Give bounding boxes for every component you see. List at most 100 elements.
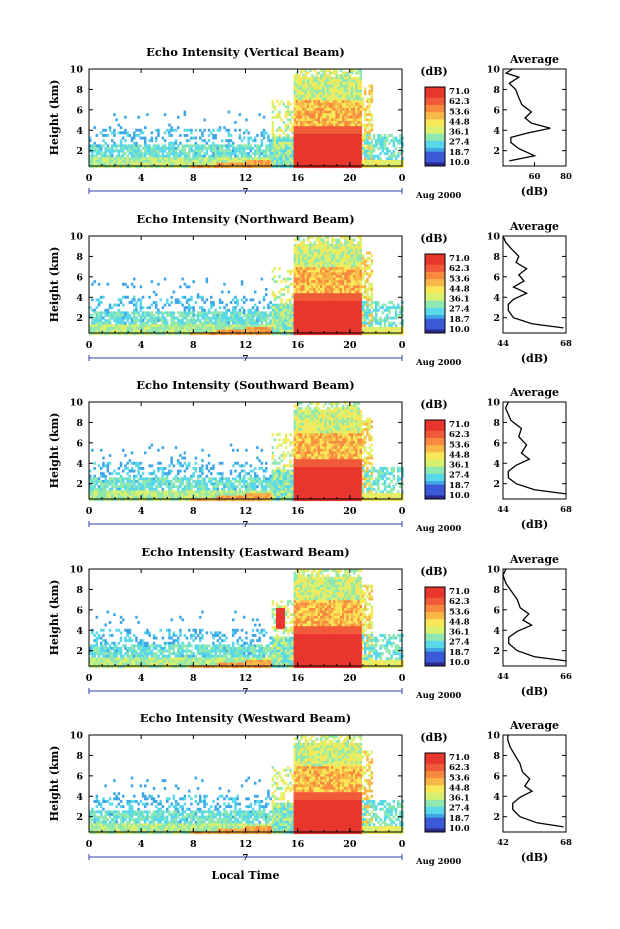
average-y-tick: 6 bbox=[493, 272, 500, 283]
x-tick-label: 8 bbox=[190, 673, 197, 684]
echo-field bbox=[89, 236, 404, 336]
x-tick-label: 0 bbox=[86, 506, 93, 517]
y-tick-label: 4 bbox=[76, 626, 83, 637]
average-profile-line bbox=[504, 401, 567, 495]
colorbar-level: 71.0 bbox=[449, 587, 470, 597]
panel-title: Echo Intensity (Northward Beam) bbox=[136, 212, 354, 226]
day-label: 7 bbox=[243, 687, 249, 697]
average-profile-line bbox=[502, 568, 567, 662]
echo-field bbox=[89, 69, 404, 169]
y-tick-label: 8 bbox=[76, 252, 83, 263]
colorbar-title: (dB) bbox=[420, 731, 447, 744]
x-tick-label: 0 bbox=[399, 839, 406, 850]
panel-4: Echo Intensity (Eastward Beam) 0 4 8 12 16 20 0… bbox=[48, 545, 572, 701]
x-tick-label: 16 bbox=[291, 839, 305, 850]
average-title: Average bbox=[509, 53, 559, 66]
echo-field bbox=[89, 735, 404, 835]
panel-title: Echo Intensity (Eastward Beam) bbox=[141, 545, 349, 559]
x-tick-label: 0 bbox=[399, 506, 406, 517]
average-y-tick: 10 bbox=[487, 731, 501, 742]
average-y-tick: 2 bbox=[493, 146, 500, 157]
x-tick-label: 12 bbox=[239, 506, 252, 517]
x-tick-label: 8 bbox=[190, 173, 197, 184]
x-tick-label: 12 bbox=[239, 673, 252, 684]
x-tick-label: 20 bbox=[343, 173, 357, 184]
x-axis-label: Local Time bbox=[212, 869, 280, 882]
colorbar-level: 53.6 bbox=[449, 607, 470, 617]
panel-title: Echo Intensity (Westward Beam) bbox=[140, 711, 351, 725]
colorbar-level: 62.3 bbox=[449, 97, 470, 107]
x-tick-label: 0 bbox=[399, 173, 406, 184]
date-label: Aug 2000 bbox=[415, 191, 461, 201]
y-tick-label: 2 bbox=[76, 812, 83, 823]
x-tick-label: 0 bbox=[86, 340, 93, 351]
colorbar-level: 62.3 bbox=[449, 430, 470, 440]
average-y-tick: 10 bbox=[487, 565, 501, 576]
colorbar bbox=[424, 586, 446, 667]
date-label: Aug 2000 bbox=[415, 691, 461, 701]
y-tick-label: 6 bbox=[76, 605, 83, 616]
average-x-tick: 60 bbox=[529, 172, 541, 182]
colorbar-level: 27.4 bbox=[449, 471, 470, 481]
y-tick-label: 8 bbox=[76, 585, 83, 596]
colorbar-title: (dB) bbox=[420, 398, 447, 411]
average-frame bbox=[502, 401, 567, 500]
x-tick-label: 12 bbox=[239, 839, 252, 850]
x-tick-label: 4 bbox=[138, 673, 145, 684]
x-tick-label: 4 bbox=[138, 340, 145, 351]
average-x-tick: 66 bbox=[560, 672, 572, 682]
colorbar-level: 18.7 bbox=[449, 814, 470, 824]
average-xlabel: (dB) bbox=[521, 685, 548, 698]
y-tick-label: 2 bbox=[76, 646, 83, 657]
colorbar-level: 44.8 bbox=[449, 117, 470, 127]
colorbar-level: 27.4 bbox=[449, 804, 470, 814]
colorbar bbox=[424, 752, 446, 833]
y-tick-label: 10 bbox=[70, 731, 84, 742]
x-tick-label: 0 bbox=[86, 839, 93, 850]
average-y-tick: 2 bbox=[493, 313, 500, 324]
panel-1: Echo Intensity (Vertical Beam) 0 4 8 12 16 20 0… bbox=[48, 45, 572, 201]
average-x-tick: 44 bbox=[497, 339, 509, 349]
average-y-tick: 8 bbox=[493, 418, 500, 429]
average-x-tick: 68 bbox=[560, 505, 572, 515]
y-axis-label: Height (km) bbox=[48, 746, 61, 822]
colorbar-level: 36.1 bbox=[449, 794, 470, 804]
x-tick-label: 8 bbox=[190, 506, 197, 517]
average-profile-line bbox=[507, 735, 564, 828]
x-tick-label: 4 bbox=[138, 173, 145, 184]
date-label: Aug 2000 bbox=[415, 358, 461, 368]
echo-field bbox=[89, 569, 404, 669]
average-x-tick: 80 bbox=[560, 172, 572, 182]
x-tick-label: 20 bbox=[343, 506, 357, 517]
y-axis-label: Height (km) bbox=[48, 413, 61, 489]
colorbar-level: 10.0 bbox=[449, 158, 470, 168]
x-tick-label: 0 bbox=[86, 673, 93, 684]
y-axis-label: Height (km) bbox=[48, 80, 61, 156]
average-y-tick: 4 bbox=[493, 459, 500, 470]
y-tick-label: 10 bbox=[70, 232, 84, 243]
average-y-tick: 6 bbox=[493, 438, 500, 449]
colorbar-level: 27.4 bbox=[449, 638, 470, 648]
average-y-tick: 8 bbox=[493, 252, 500, 263]
y-tick-label: 6 bbox=[76, 438, 83, 449]
average-y-tick: 4 bbox=[493, 792, 500, 803]
average-title: Average bbox=[509, 553, 559, 566]
x-tick-label: 16 bbox=[291, 673, 305, 684]
average-x-tick: 44 bbox=[497, 672, 509, 682]
average-frame bbox=[502, 68, 567, 167]
y-tick-label: 8 bbox=[76, 418, 83, 429]
average-y-tick: 6 bbox=[493, 105, 500, 116]
colorbar-level: 10.0 bbox=[449, 658, 470, 668]
y-axis-label: Height (km) bbox=[48, 580, 61, 656]
colorbar-level: 53.6 bbox=[449, 274, 470, 284]
average-x-tick: 68 bbox=[560, 838, 572, 848]
day-label: 7 bbox=[243, 187, 249, 197]
x-tick-label: 16 bbox=[291, 173, 305, 184]
average-y-tick: 4 bbox=[493, 626, 500, 637]
average-y-tick: 10 bbox=[487, 398, 501, 409]
average-y-tick: 2 bbox=[493, 812, 500, 823]
colorbar-level: 71.0 bbox=[449, 420, 470, 430]
panel-5: Echo Intensity (Westward Beam) 0 4 8 12 16 20 0… bbox=[48, 711, 572, 867]
average-y-tick: 4 bbox=[493, 126, 500, 137]
